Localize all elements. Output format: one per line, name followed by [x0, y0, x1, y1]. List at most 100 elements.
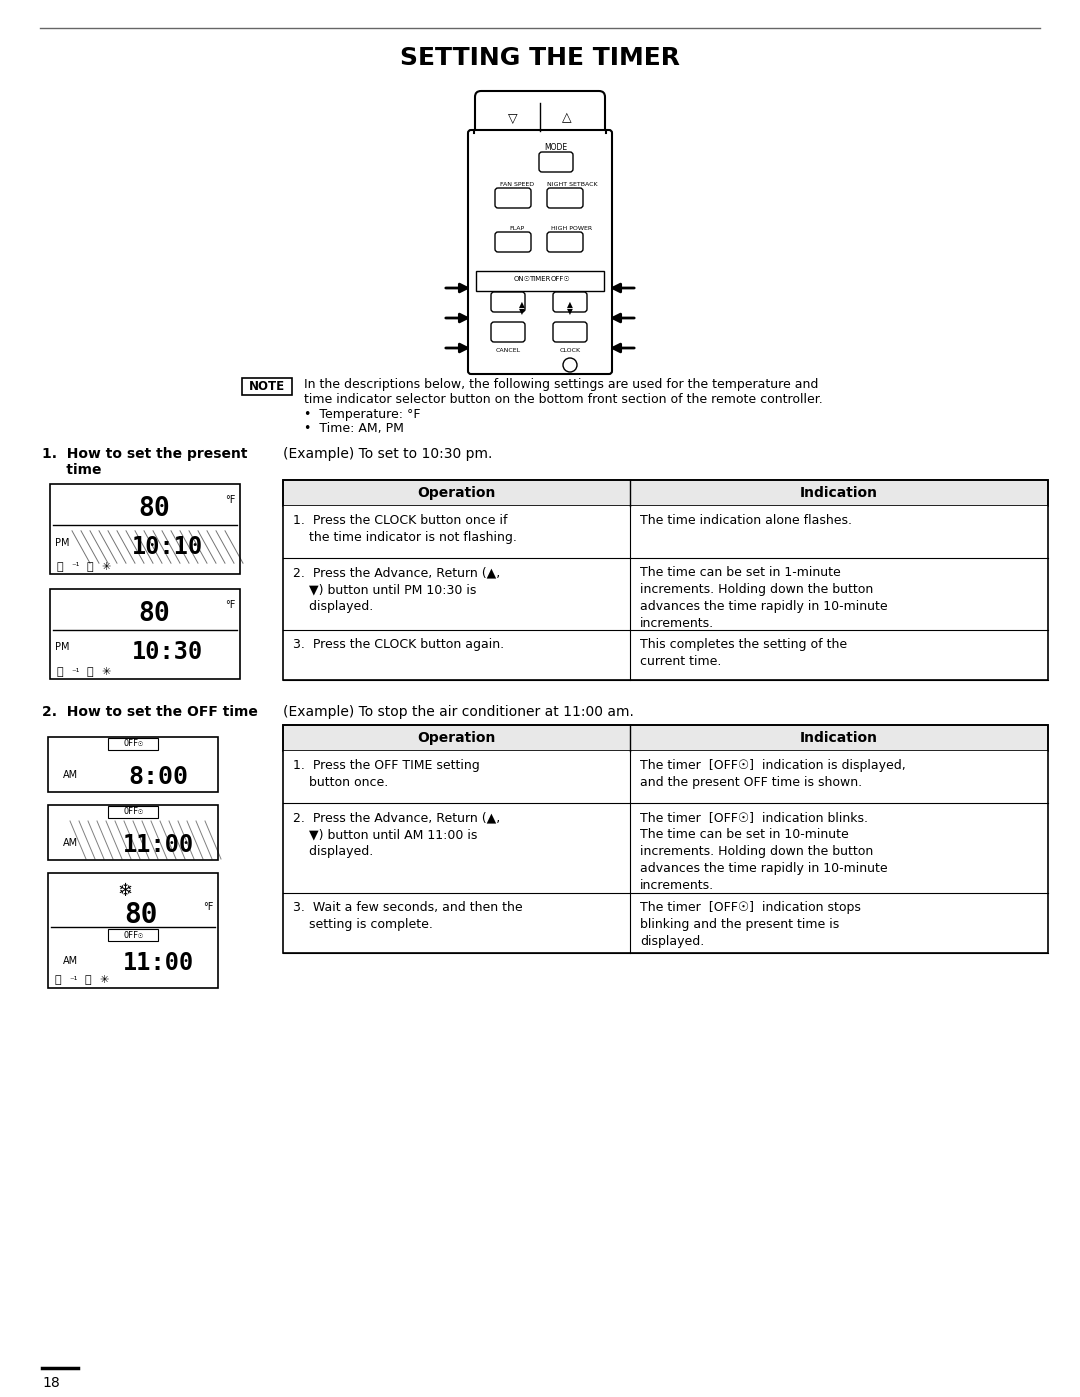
Text: ✳: ✳ [99, 975, 109, 985]
Text: NOTE: NOTE [248, 380, 285, 393]
Text: Ⓐ: Ⓐ [86, 666, 93, 678]
Text: This completes the setting of the
current time.: This completes the setting of the curren… [640, 638, 847, 668]
FancyBboxPatch shape [546, 232, 583, 251]
Text: OFF☉: OFF☉ [123, 739, 143, 749]
Bar [50, 483, 240, 574]
FancyBboxPatch shape [553, 321, 588, 342]
FancyBboxPatch shape [491, 321, 525, 342]
Text: time indicator selector button on the bottom front section of the remote control: time indicator selector button on the bo… [303, 393, 823, 407]
Text: •  Temperature: °F: • Temperature: °F [303, 408, 420, 420]
Bar [283, 893, 1048, 953]
Bar [108, 806, 158, 819]
Text: 2.  Press the Advance, Return (▲,
    ▼) button until AM 11:00 is
    displayed.: 2. Press the Advance, Return (▲, ▼) butt… [293, 812, 500, 858]
Text: 3.  Wait a few seconds, and then the
    setting is complete.: 3. Wait a few seconds, and then the sett… [293, 901, 523, 930]
Text: 80: 80 [125, 901, 159, 929]
Text: AM: AM [63, 838, 78, 848]
Text: The timer  [OFF☉]  indication is displayed,
and the present OFF time is shown.: The timer [OFF☉] indication is displayed… [640, 759, 906, 789]
Text: MODE: MODE [544, 142, 568, 151]
Bar [283, 630, 1048, 680]
Text: 10:30: 10:30 [132, 640, 203, 664]
Text: CLOCK: CLOCK [559, 348, 581, 353]
Text: Ⓐ: Ⓐ [56, 666, 64, 678]
Bar [108, 738, 158, 750]
Text: ⁻¹: ⁻¹ [71, 668, 80, 676]
Text: 80: 80 [138, 601, 171, 627]
Text: time: time [42, 462, 102, 476]
Text: Ⓐ: Ⓐ [56, 562, 64, 571]
Text: NIGHT SETBACK: NIGHT SETBACK [546, 183, 597, 187]
Text: 80: 80 [138, 496, 171, 522]
Text: AM: AM [63, 956, 78, 965]
Text: 1.  How to set the present: 1. How to set the present [42, 447, 247, 461]
Bar [50, 590, 240, 679]
Text: ▲: ▲ [519, 300, 525, 310]
Text: 1.  Press the CLOCK button once if
    the time indicator is not flashing.: 1. Press the CLOCK button once if the ti… [293, 514, 517, 543]
Text: ✳: ✳ [102, 562, 110, 571]
Text: OFF☉: OFF☉ [550, 277, 570, 282]
FancyBboxPatch shape [553, 292, 588, 312]
FancyBboxPatch shape [495, 232, 531, 251]
Text: ON☉: ON☉ [514, 277, 530, 282]
Text: ⁻¹: ⁻¹ [70, 975, 78, 985]
FancyBboxPatch shape [546, 189, 583, 208]
Bar [283, 557, 1048, 630]
Text: 11:00: 11:00 [123, 951, 194, 975]
Text: 10:10: 10:10 [132, 535, 203, 559]
Text: 1.  Press the OFF TIME setting
    button once.: 1. Press the OFF TIME setting button onc… [293, 759, 480, 789]
Text: OFF☉: OFF☉ [123, 930, 143, 940]
Text: 8:00: 8:00 [129, 766, 189, 789]
Text: ❄: ❄ [117, 882, 132, 900]
Bar [283, 752, 1048, 803]
Text: SETTING THE TIMER: SETTING THE TIMER [400, 46, 680, 70]
Text: The time indication alone flashes.: The time indication alone flashes. [640, 514, 852, 527]
Text: TIMER: TIMER [529, 277, 551, 282]
Bar [283, 481, 1048, 680]
Text: 18: 18 [42, 1376, 59, 1390]
Bar [283, 725, 1048, 752]
Text: PM: PM [55, 643, 69, 652]
Text: The timer  [OFF☉]  indication stops
blinking and the present time is
displayed.: The timer [OFF☉] indication stops blinki… [640, 901, 861, 949]
Bar [283, 506, 1048, 557]
FancyBboxPatch shape [539, 152, 573, 172]
Text: Ⓐ: Ⓐ [55, 975, 62, 985]
Bar [48, 738, 218, 792]
Text: The timer  [OFF☉]  indication blinks.
The time can be set in 10-minute
increment: The timer [OFF☉] indication blinks. The … [640, 812, 888, 893]
Text: OFF☉: OFF☉ [123, 807, 143, 816]
Text: HIGH POWER: HIGH POWER [552, 226, 593, 232]
Text: ▼: ▼ [519, 307, 525, 317]
Text: (Example) To stop the air conditioner at 11:00 am.: (Example) To stop the air conditioner at… [283, 705, 634, 719]
FancyBboxPatch shape [491, 292, 525, 312]
Text: Indication: Indication [800, 486, 878, 500]
Text: Operation: Operation [417, 486, 496, 500]
Text: PM: PM [55, 538, 69, 548]
Text: (Example) To set to 10:30 pm.: (Example) To set to 10:30 pm. [283, 447, 492, 461]
Text: ▲: ▲ [567, 300, 572, 310]
Bar [242, 379, 292, 395]
Text: In the descriptions below, the following settings are used for the temperature a: In the descriptions below, the following… [303, 379, 819, 391]
Text: FAN SPEED: FAN SPEED [500, 183, 535, 187]
Text: ▼: ▼ [567, 307, 572, 317]
Bar [283, 803, 1048, 893]
FancyBboxPatch shape [475, 91, 605, 142]
Text: AM: AM [63, 770, 78, 780]
FancyBboxPatch shape [468, 130, 612, 374]
Text: °F: °F [225, 495, 235, 506]
Text: Indication: Indication [800, 731, 878, 745]
Bar [283, 725, 1048, 953]
Text: ⁻¹: ⁻¹ [71, 563, 80, 571]
Bar [48, 873, 218, 988]
Text: 3.  Press the CLOCK button again.: 3. Press the CLOCK button again. [293, 638, 504, 651]
Text: CANCEL: CANCEL [496, 348, 521, 353]
Text: Ⓐ: Ⓐ [84, 975, 92, 985]
Text: 2.  Press the Advance, Return (▲,
    ▼) button until PM 10:30 is
    displayed.: 2. Press the Advance, Return (▲, ▼) butt… [293, 566, 500, 613]
Text: °F: °F [225, 601, 235, 610]
Bar [283, 481, 1048, 506]
Text: ✳: ✳ [102, 666, 110, 678]
Text: °F: °F [203, 902, 213, 912]
Text: FLAP: FLAP [510, 226, 525, 232]
Text: 11:00: 11:00 [123, 833, 194, 856]
Bar [48, 805, 218, 861]
Text: The time can be set in 1-minute
increments. Holding down the button
advances the: The time can be set in 1-minute incremen… [640, 566, 888, 630]
Text: △: △ [563, 112, 571, 124]
Text: 2.  How to set the OFF time: 2. How to set the OFF time [42, 705, 258, 719]
